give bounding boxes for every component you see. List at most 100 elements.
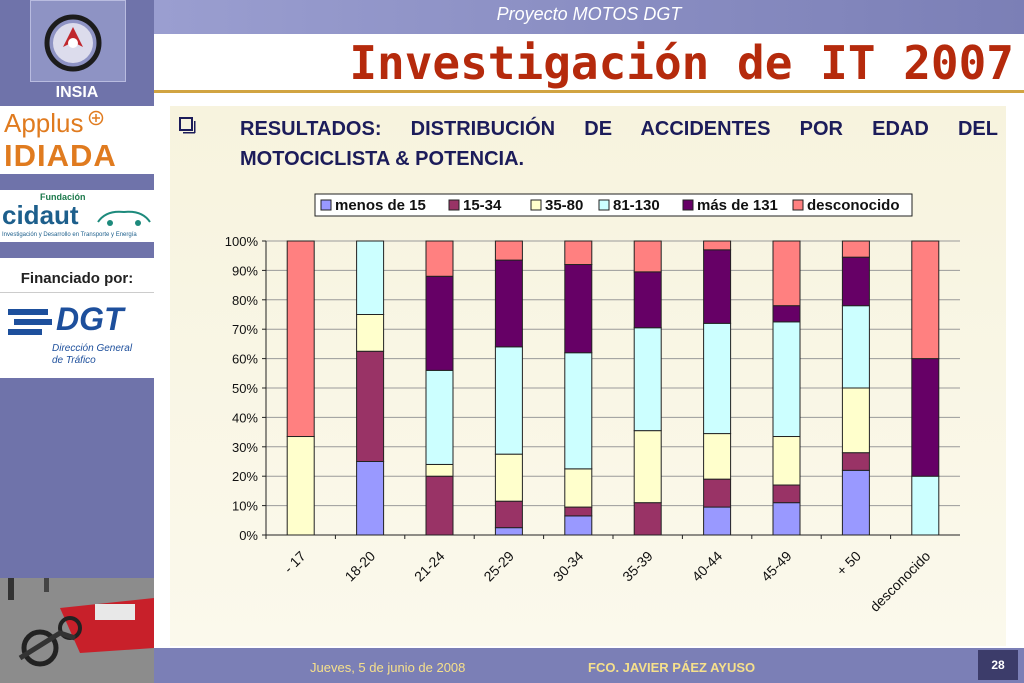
legend-label: 15-34	[463, 197, 502, 214]
legend-swatch	[320, 199, 332, 211]
legend-swatch	[682, 199, 694, 211]
title-divider	[154, 90, 1024, 93]
financed-by-label: Financiado por:	[20, 270, 134, 287]
plus-circle-icon	[88, 110, 104, 126]
y-tick-label: 90%	[232, 263, 258, 278]
bar-segment	[564, 264, 593, 354]
chart-x-axis: - 17 18-20 21-24 25-29 30-34 35-39 40-44 45-49 +…	[265, 534, 960, 615]
legend-swatch	[598, 199, 610, 211]
bar-segment	[425, 475, 454, 536]
bar-segment	[494, 500, 523, 529]
dgt-logo: DGT Dirección General de Tráfico	[0, 292, 154, 379]
y-tick-label: 20%	[232, 469, 258, 484]
chart-bars	[286, 240, 940, 536]
x-tick-label: 45-49	[758, 548, 795, 585]
applus-idiada-logo: Applus IDIADA	[0, 106, 154, 174]
dgt-subtitle-line-1: Dirección General	[52, 343, 133, 354]
bar-segment	[703, 240, 732, 251]
bar-segment	[494, 240, 523, 261]
bar-segment	[841, 256, 870, 307]
legend-label: 81-130	[613, 197, 660, 214]
y-tick-label: 100%	[225, 234, 259, 249]
bar-segment	[633, 271, 662, 329]
car-outline-icon	[97, 210, 151, 226]
legend-swatch	[530, 199, 542, 211]
bar-segment	[633, 327, 662, 432]
x-tick-label: 35-39	[619, 548, 656, 585]
y-tick-label: 10%	[232, 499, 258, 514]
insia-logo	[30, 0, 126, 82]
bar-segment	[356, 314, 385, 352]
checkbox-bullet-icon	[178, 116, 198, 136]
dgt-subtitle: Dirección General de Tráfico	[52, 343, 132, 367]
bar-segment	[911, 358, 940, 477]
insia-label: INSIA	[55, 84, 99, 101]
applus-label: Applus	[4, 108, 84, 138]
bar-segment	[425, 275, 454, 371]
bar-segment	[425, 463, 454, 477]
y-tick-label: 70%	[232, 322, 258, 337]
x-tick-label: - 17	[280, 548, 309, 577]
bar-segment	[356, 350, 385, 462]
bar-segment	[772, 502, 801, 536]
bar-segment	[425, 240, 454, 277]
x-tick-label: + 50	[833, 548, 864, 579]
bar-segment	[841, 305, 870, 389]
bar-segment	[286, 436, 315, 536]
bar-segment	[703, 322, 732, 435]
stacked-bar-chart: menos de 15 15-34 35-80 81-130 más de 131 des…	[225, 193, 960, 615]
legend-label: más de 131	[697, 197, 778, 214]
bar-segment	[564, 515, 593, 536]
bar-segment	[494, 453, 523, 502]
cidaut-label: cidaut	[2, 200, 79, 230]
bar-segment	[494, 259, 523, 348]
bar-segment	[494, 527, 523, 536]
bar-segment	[772, 321, 801, 438]
bar-segment	[772, 484, 801, 504]
bar-segment	[564, 352, 593, 470]
cidaut-subtitle: Investigación y Desarrollo en Transporte…	[2, 232, 137, 238]
results-heading: RESULTADOS: DISTRIBUCIÓN DE ACCIDENTES P…	[240, 118, 998, 170]
legend-swatch	[792, 199, 804, 211]
cidaut-logo: Fundación cidaut Investigación y Desarro…	[0, 190, 154, 242]
bar-segment	[703, 249, 732, 324]
legend-label: 35-80	[545, 197, 583, 214]
bar-segment	[703, 506, 732, 536]
footer-bar	[154, 648, 1024, 683]
bar-segment	[841, 240, 870, 258]
bar-segment	[703, 433, 732, 480]
x-tick-label: 25-29	[480, 548, 517, 585]
x-tick-label: 18-20	[342, 548, 379, 585]
chart-y-axis: 0% 10% 20% 30% 40% 50% 60% 70% 80% 90% 100%	[225, 234, 267, 543]
bar-segment	[564, 240, 593, 266]
bar-segment	[633, 502, 662, 536]
dgt-emblem-icon	[8, 309, 52, 335]
dgt-subtitle-line-2: de Tráfico	[52, 355, 96, 366]
bar-segment	[633, 430, 662, 504]
page-number: 28	[978, 650, 1018, 680]
x-tick-label: 40-44	[689, 548, 726, 585]
legend-label: desconocido	[807, 197, 900, 214]
idiada-label: IDIADA	[4, 138, 117, 173]
y-tick-label: 80%	[232, 293, 258, 308]
bar-segment	[356, 461, 385, 536]
bar-segment	[564, 506, 593, 517]
bar-segment	[494, 346, 523, 455]
x-tick-label: 21-24	[411, 548, 448, 585]
top-bar: Proyecto MOTOS DGT	[154, 0, 1024, 34]
motorcycle-crash-image	[0, 578, 154, 683]
footer-author: FCO. JAVIER PÁEZ AYUSO	[588, 660, 756, 675]
bar-segment	[633, 240, 662, 273]
x-tick-label: 30-34	[550, 548, 587, 585]
y-tick-label: 50%	[232, 381, 258, 396]
financed-by-box: Financiado por: DGT Dirección General de…	[0, 258, 154, 378]
insia-emblem-icon	[44, 14, 102, 72]
chart-legend: menos de 15 15-34 35-80 81-130 más de 131 des…	[314, 193, 913, 217]
bar-segment	[564, 468, 593, 508]
bar-segment	[772, 240, 801, 307]
bar-segment	[841, 452, 870, 471]
bar-segment	[772, 436, 801, 486]
y-tick-label: 60%	[232, 352, 258, 367]
legend-label: menos de 15	[335, 197, 426, 214]
y-tick-label: 30%	[232, 440, 258, 455]
